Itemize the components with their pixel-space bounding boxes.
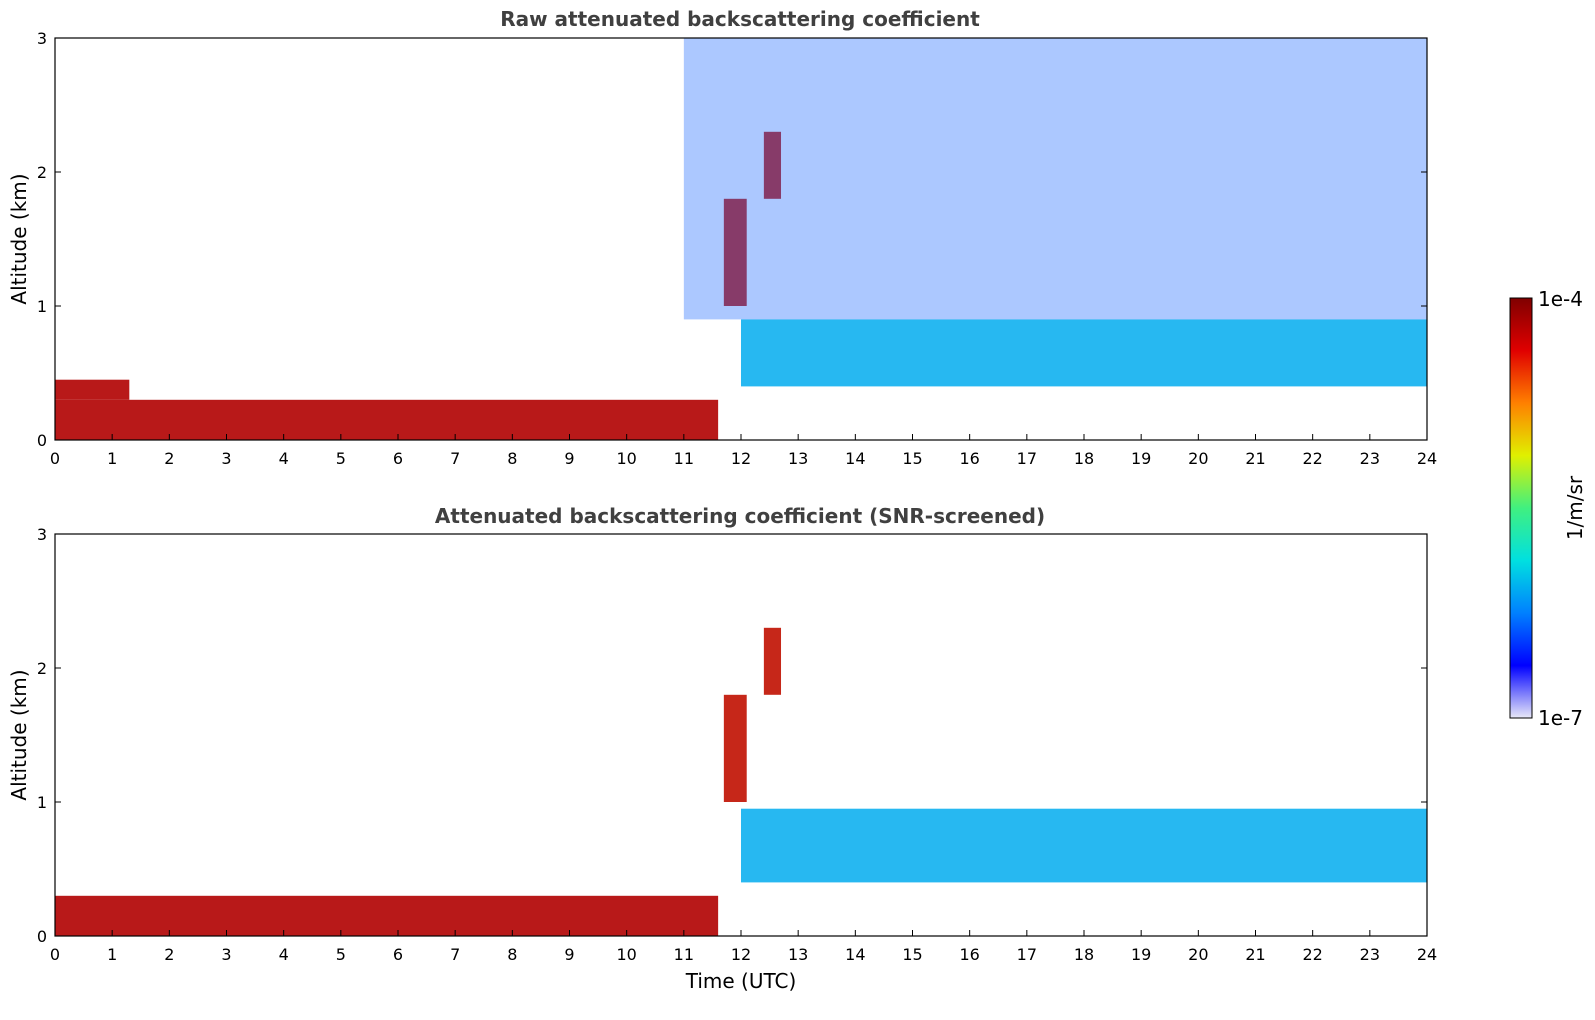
x-tick-label: 8	[507, 945, 517, 964]
x-tick-label: 8	[507, 449, 517, 468]
x-tick-label: 20	[1188, 449, 1208, 468]
heatmap-region-cloud	[763, 131, 782, 199]
x-tick-label: 17	[1017, 945, 1037, 964]
x-tick-label: 4	[279, 945, 289, 964]
heatmap-region-boundary-layer-top	[741, 319, 1427, 387]
x-tick-label: 24	[1417, 945, 1437, 964]
x-tick-label: 17	[1017, 449, 1037, 468]
panel-raw: Raw attenuated backscattering coefficien…	[7, 7, 1437, 468]
heatmap-region-aerosol-boundary-layer	[55, 399, 719, 440]
heatmap-region-boundary-layer-top	[741, 808, 1427, 883]
x-tick-label: 23	[1360, 449, 1380, 468]
x-tick-label: 13	[788, 945, 808, 964]
colorbar-min-label: 1e-7	[1538, 706, 1583, 730]
x-tick-label: 5	[336, 945, 346, 964]
colorbar-max-label: 1e-4	[1538, 287, 1583, 311]
panel-title: Raw attenuated backscattering coefficien…	[500, 7, 980, 31]
x-tick-label: 1	[107, 945, 117, 964]
y-tick-label: 2	[37, 163, 47, 182]
x-tick-label: 19	[1131, 945, 1151, 964]
colorbar: 1e-4 1e-7 1/m/sr	[1509, 287, 1587, 730]
heatmap-region-residual-layer	[55, 379, 130, 400]
x-tick-label: 12	[731, 449, 751, 468]
x-tick-label: 3	[221, 449, 231, 468]
x-tick-label: 0	[50, 449, 60, 468]
x-tick-label: 2	[164, 945, 174, 964]
x-tick-label: 5	[336, 449, 346, 468]
y-tick-label: 1	[37, 297, 47, 316]
x-tick-label: 20	[1188, 945, 1208, 964]
plot-area	[55, 38, 1427, 440]
y-tick-label: 0	[37, 431, 47, 450]
heatmap-region-noise	[683, 38, 1427, 320]
x-tick-label: 1	[107, 449, 117, 468]
x-tick-label: 16	[959, 945, 979, 964]
heatmap-region-cloud	[763, 627, 782, 695]
x-tick-label: 23	[1360, 945, 1380, 964]
y-axis: 0 1 2 3	[37, 29, 1427, 450]
plot-area	[55, 627, 1427, 936]
x-tick-label: 18	[1074, 449, 1094, 468]
y-tick-label: 3	[37, 525, 47, 544]
x-tick-label: 24	[1417, 449, 1437, 468]
x-axis: 0 1 2 3 4 5 6 7 8 9 10 11 12 13 14 15 16 17 18 19 20 21 22 23 24	[50, 930, 1437, 964]
x-tick-label: 9	[564, 449, 574, 468]
x-tick-label: 21	[1245, 945, 1265, 964]
x-tick-label: 7	[450, 449, 460, 468]
y-axis-label: Altitude (km)	[7, 173, 31, 304]
x-tick-label: 16	[959, 449, 979, 468]
x-tick-label: 2	[164, 449, 174, 468]
x-tick-label: 15	[902, 945, 922, 964]
x-tick-label: 12	[731, 945, 751, 964]
x-tick-label: 0	[50, 945, 60, 964]
x-tick-label: 11	[674, 945, 694, 964]
colorbar-unit-label: 1/m/sr	[1563, 475, 1587, 540]
x-tick-label: 10	[616, 449, 636, 468]
x-tick-label: 22	[1302, 449, 1322, 468]
y-tick-label: 1	[37, 793, 47, 812]
y-axis-label: Altitude (km)	[7, 669, 31, 800]
colorbar-gradient	[1509, 297, 1533, 719]
x-tick-label: 15	[902, 449, 922, 468]
x-tick-label: 7	[450, 945, 460, 964]
y-tick-label: 0	[37, 927, 47, 946]
panel-title: Attenuated backscattering coefficient (S…	[435, 504, 1045, 528]
x-tick-label: 4	[279, 449, 289, 468]
x-tick-label: 10	[616, 945, 636, 964]
x-tick-label: 14	[845, 945, 865, 964]
x-tick-label: 19	[1131, 449, 1151, 468]
x-tick-label: 9	[564, 945, 574, 964]
x-tick-label: 22	[1302, 945, 1322, 964]
x-tick-label: 21	[1245, 449, 1265, 468]
y-axis: 0 1 2 3	[37, 525, 1427, 946]
x-tick-label: 13	[788, 449, 808, 468]
x-tick-label: 3	[221, 945, 231, 964]
heatmap-region-aerosol-boundary-layer	[55, 895, 719, 936]
x-tick-label: 6	[393, 449, 403, 468]
x-tick-label: 11	[674, 449, 694, 468]
panel-screened: Attenuated backscattering coefficient (S…	[7, 504, 1437, 993]
x-axis-label: Time (UTC)	[685, 969, 797, 993]
x-axis: 0 1 2 3 4 5 6 7 8 9 10 11 12 13 14 15 16 17 18 19 20 21 22 23 24	[50, 434, 1437, 468]
x-tick-label: 6	[393, 945, 403, 964]
heatmap-region-cloud	[723, 198, 747, 306]
y-tick-label: 3	[37, 29, 47, 48]
x-tick-label: 18	[1074, 945, 1094, 964]
heatmap-region-cloud	[723, 694, 747, 802]
x-tick-label: 14	[845, 449, 865, 468]
y-tick-label: 2	[37, 659, 47, 678]
